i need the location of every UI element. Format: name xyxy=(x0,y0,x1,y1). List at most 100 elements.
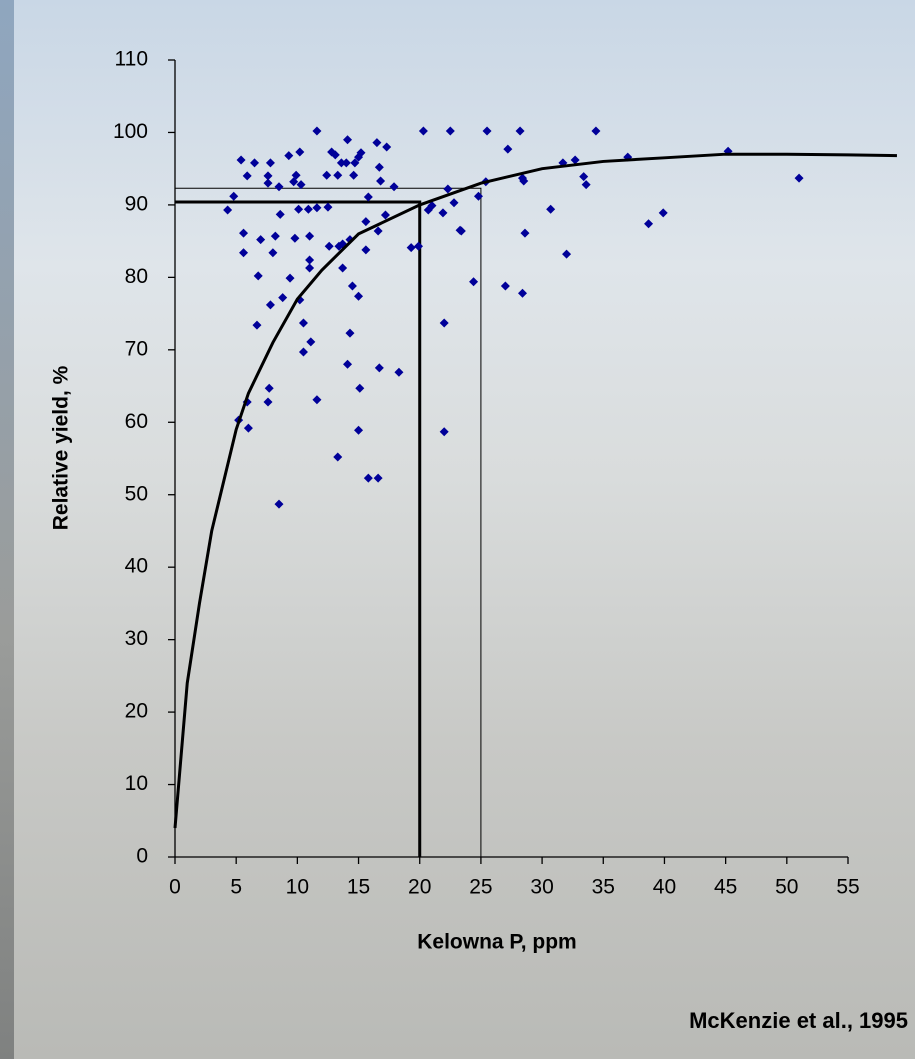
data-point xyxy=(445,126,455,136)
data-point xyxy=(579,172,589,182)
data-point xyxy=(256,235,266,245)
x-tick-label: 40 xyxy=(653,876,676,899)
data-point xyxy=(438,208,448,218)
data-point xyxy=(236,155,246,165)
x-tick-label: 15 xyxy=(347,876,370,899)
data-point xyxy=(350,158,360,168)
data-point xyxy=(389,182,399,192)
data-point xyxy=(363,473,373,483)
x-tick-label: 5 xyxy=(230,876,242,899)
data-point xyxy=(373,473,383,483)
x-tick-label: 35 xyxy=(592,876,615,899)
data-point xyxy=(570,155,580,165)
data-point xyxy=(519,176,529,186)
data-point xyxy=(312,126,322,136)
data-point xyxy=(443,184,453,194)
data-point xyxy=(406,243,416,253)
data-point xyxy=(239,248,249,258)
data-point xyxy=(520,228,530,238)
data-point xyxy=(449,198,459,208)
data-point xyxy=(380,210,390,220)
data-point xyxy=(291,170,301,180)
data-point xyxy=(250,158,260,168)
data-point xyxy=(322,170,332,180)
data-point xyxy=(305,263,315,273)
y-tick-label: 0 xyxy=(136,845,148,868)
data-point xyxy=(382,142,392,152)
data-point xyxy=(373,226,383,236)
data-point xyxy=(355,383,365,393)
data-point xyxy=(347,281,357,291)
data-point xyxy=(284,151,294,161)
data-point xyxy=(265,158,275,168)
fitted-curve xyxy=(173,152,897,829)
data-point xyxy=(343,359,353,369)
y-tick-label: 50 xyxy=(125,482,148,505)
x-axis-title: Kelowna P, ppm xyxy=(417,931,576,954)
data-point xyxy=(263,178,273,188)
data-point xyxy=(264,383,274,393)
data-point xyxy=(658,208,668,218)
data-point xyxy=(263,171,273,181)
data-point xyxy=(295,147,305,157)
data-point xyxy=(303,204,313,214)
y-tick-label: 20 xyxy=(125,700,148,723)
data-point xyxy=(274,499,284,509)
data-point xyxy=(427,201,437,211)
data-point xyxy=(644,219,654,229)
data-point xyxy=(503,144,513,154)
data-point xyxy=(296,180,306,190)
x-tick-label: 0 xyxy=(169,876,181,899)
data-point xyxy=(439,318,449,328)
data-point xyxy=(418,126,428,136)
y-tick-label: 100 xyxy=(113,120,148,143)
data-point xyxy=(312,203,322,213)
data-point xyxy=(562,249,572,259)
data-point xyxy=(278,293,288,303)
data-point xyxy=(338,263,348,273)
data-point xyxy=(361,217,371,227)
data-point xyxy=(439,427,449,437)
data-point xyxy=(229,191,239,201)
data-point xyxy=(252,320,262,330)
data-point xyxy=(330,150,340,160)
source-citation: McKenzie et al., 1995 xyxy=(689,1008,908,1033)
data-point xyxy=(376,176,386,186)
data-point xyxy=(374,162,384,172)
data-point xyxy=(374,363,384,373)
side-strip xyxy=(0,0,14,1059)
data-point xyxy=(275,209,285,219)
data-point xyxy=(312,395,322,405)
data-point xyxy=(394,367,404,377)
data-point xyxy=(356,148,366,158)
x-tick-label: 25 xyxy=(469,876,492,899)
data-point xyxy=(354,425,364,435)
data-point xyxy=(341,158,351,168)
x-tick-label: 10 xyxy=(286,876,309,899)
data-point xyxy=(361,245,371,255)
data-point xyxy=(336,158,346,168)
data-point xyxy=(345,328,355,338)
x-tick-label: 45 xyxy=(714,876,737,899)
data-point xyxy=(290,233,300,243)
data-point xyxy=(298,318,308,328)
data-point xyxy=(515,126,525,136)
data-point xyxy=(243,423,253,433)
data-point xyxy=(268,248,278,258)
data-point xyxy=(414,241,424,251)
x-tick-label: 55 xyxy=(836,876,859,899)
data-point xyxy=(591,126,601,136)
data-point xyxy=(500,281,510,291)
data-point xyxy=(265,300,275,310)
reference-line xyxy=(175,187,482,857)
y-tick-label: 110 xyxy=(115,48,148,71)
data-point xyxy=(305,231,315,241)
data-point xyxy=(456,226,466,236)
data-point xyxy=(349,170,359,180)
data-point xyxy=(305,255,315,265)
data-point xyxy=(343,135,353,145)
data-point xyxy=(794,173,804,183)
data-point xyxy=(363,192,373,202)
